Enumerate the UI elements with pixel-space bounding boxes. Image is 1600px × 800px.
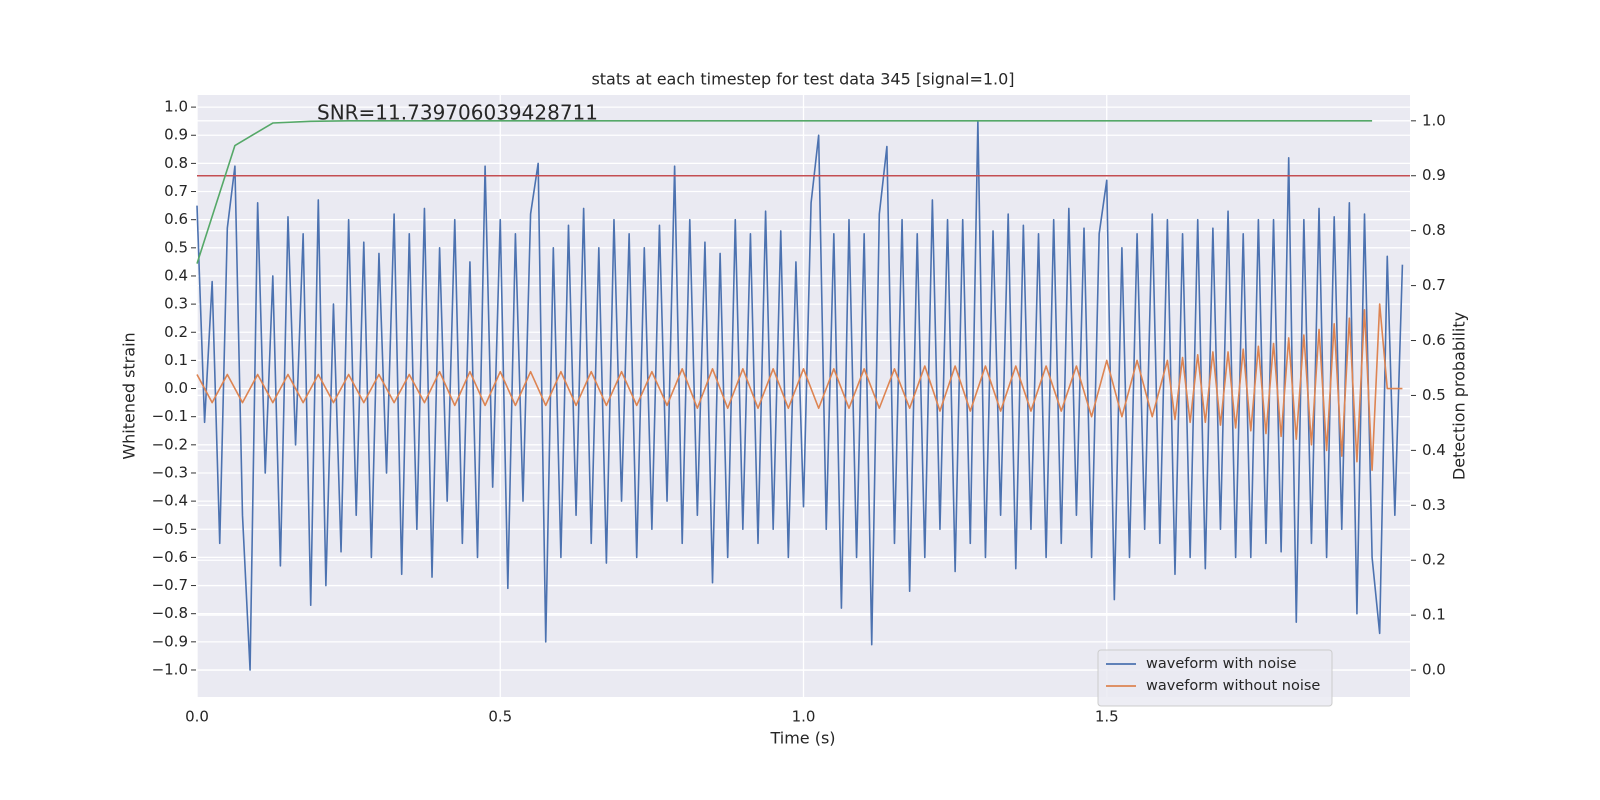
y-tick-label: 0.8 [164,154,188,172]
y2-axis-label: Detection probability [1450,312,1469,480]
y2-tick-label: 0.6 [1422,331,1446,349]
legend-label: waveform without noise [1146,678,1320,694]
y2-tick-label: 0.8 [1422,221,1446,239]
y2-tick-label: 0.5 [1422,386,1446,404]
y-tick-label: 0.4 [164,266,188,284]
x-axis-label: Time (s) [769,729,835,748]
y-tick-label: 0.6 [164,210,188,228]
legend-label: waveform with noise [1146,656,1297,672]
y2-tick-label: 0.2 [1422,551,1446,569]
y-tick-label: 0.0 [164,379,188,397]
y-tick-label: 0.3 [164,295,188,313]
y-tick-label: −0.9 [152,632,188,650]
y-tick-label: −0.8 [152,604,188,622]
y-tick-label: −0.1 [152,407,188,425]
y2-tick-label: 0.0 [1422,661,1446,679]
legend-box [1097,649,1333,707]
y-tick-label: 0.2 [164,323,188,341]
y-tick-label: 0.7 [164,182,188,200]
x-tick-label: 0.0 [185,708,209,726]
y-tick-label: −0.4 [152,492,188,510]
y-tick-label: 0.5 [164,238,188,256]
chart-title: stats at each timestep for test data 345… [591,70,1014,89]
x-tick-label: 1.0 [792,708,816,726]
series-line [196,303,1403,471]
y-tick-label: −0.7 [152,576,188,594]
legend: waveform with noise waveform without nois… [1097,649,1333,707]
y2-tick-label: 0.3 [1422,496,1446,514]
y-axis-label: Whitened strain [120,332,139,459]
annotation: SNR=11.739706039428711 [317,101,598,125]
y2-tick-label: 0.1 [1422,606,1446,624]
y-tick-label: −0.6 [152,548,188,566]
x-tick-label: 0.5 [488,708,512,726]
y-tick-label: −0.2 [152,435,188,453]
y2-tick-label: 0.7 [1422,276,1446,294]
y-tick-label: 0.1 [164,351,188,369]
y2-tick-label: 0.4 [1422,441,1446,459]
y-tick-label: −0.3 [152,463,188,481]
series-line [196,120,1373,264]
y-tick-label: −1.0 [152,660,188,678]
x-tick-label: 1.5 [1095,708,1119,726]
y-tick-label: −0.5 [152,520,188,538]
y-tick-label: 0.9 [164,126,188,144]
y2-tick-label: 0.9 [1422,166,1446,184]
y2-tick-label: 1.0 [1422,111,1446,129]
y-tick-label: 1.0 [164,98,188,116]
